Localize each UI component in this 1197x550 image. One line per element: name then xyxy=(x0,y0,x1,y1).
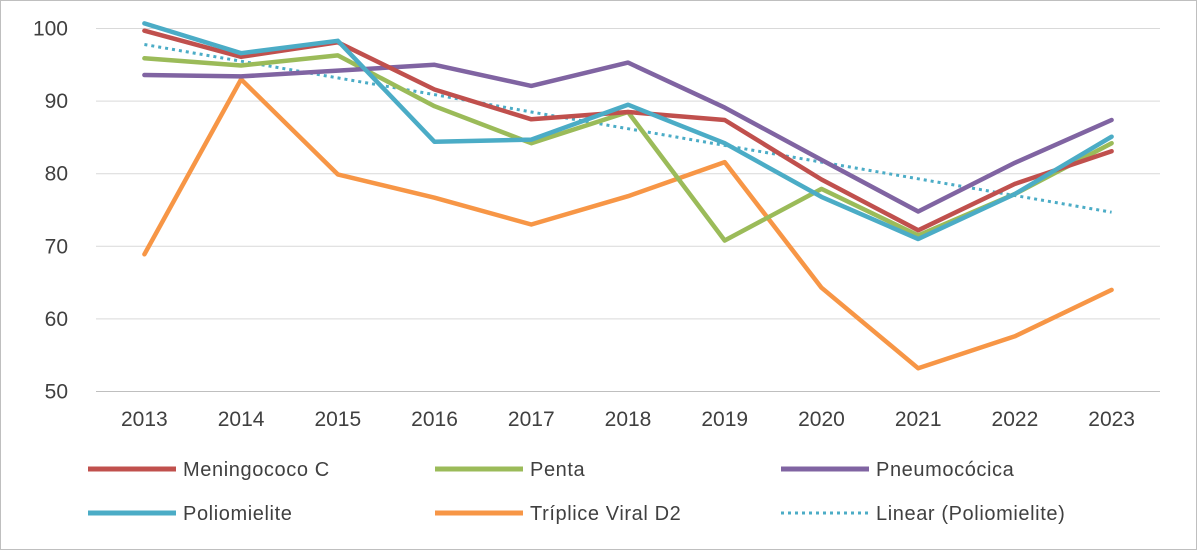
y-tick-label: 80 xyxy=(45,163,68,186)
legend-label: Tríplice Viral D2 xyxy=(530,503,681,525)
legend-item-linear-poliomielite: Linear (Poliomielite) xyxy=(781,503,1065,525)
legend-item-triplice-viral-d2: Tríplice Viral D2 xyxy=(435,503,681,525)
x-tick-label: 2013 xyxy=(121,408,168,431)
x-tick-label: 2014 xyxy=(218,408,265,431)
legend-item-penta: Penta xyxy=(435,459,586,481)
series-line-penta xyxy=(142,53,1114,243)
y-tick-label: 100 xyxy=(33,18,68,41)
x-tick-label: 2018 xyxy=(605,408,652,431)
x-tick-label: 2017 xyxy=(508,408,555,431)
x-tick-label: 2021 xyxy=(895,408,942,431)
legend-item-meningococo-c: Meningococo C xyxy=(88,459,330,481)
x-axis-ticks: 2013 2014 2015 2016 2017 2018 2019 2020 2021 2022… xyxy=(121,408,1135,431)
y-tick-label: 90 xyxy=(45,90,68,113)
legend-item-pneumococica: Pneumocócica xyxy=(781,459,1015,481)
gridlines xyxy=(96,28,1160,320)
y-tick-label: 70 xyxy=(45,235,68,258)
y-tick-label: 50 xyxy=(45,381,68,404)
series-lines xyxy=(142,21,1114,371)
x-tick-label: 2020 xyxy=(798,408,845,431)
series-line-poliomielite xyxy=(142,21,1114,242)
legend-label: Poliomielite xyxy=(183,503,292,525)
y-tick-label: 60 xyxy=(45,308,68,331)
series-line-pneumococica xyxy=(142,60,1114,214)
legend-label: Meningococo C xyxy=(183,459,330,481)
legend: Meningococo C Penta Pneumocócica Poliomieli… xyxy=(88,459,1065,525)
series-line-triplice-viral-d2 xyxy=(142,77,1114,371)
legend-item-poliomielite: Poliomielite xyxy=(88,503,292,525)
legend-label: Pneumocócica xyxy=(876,459,1015,481)
y-axis-ticks: 50 60 70 80 90 100 xyxy=(33,18,68,404)
x-tick-label: 2019 xyxy=(701,408,748,431)
legend-label: Linear (Poliomielite) xyxy=(876,503,1065,525)
x-tick-label: 2015 xyxy=(314,408,361,431)
x-tick-label: 2022 xyxy=(992,408,1039,431)
x-tick-label: 2016 xyxy=(411,408,458,431)
x-tick-label: 2023 xyxy=(1088,408,1135,431)
legend-label: Penta xyxy=(530,459,586,481)
